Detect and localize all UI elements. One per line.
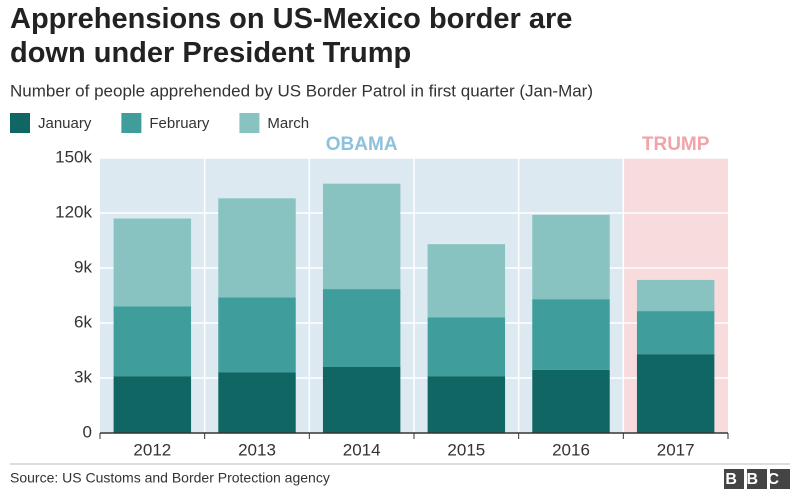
y-tick-label: 0 <box>83 422 92 441</box>
bar-segment <box>532 299 610 370</box>
y-tick-label: 3k <box>74 367 92 386</box>
bar-segment <box>636 354 715 433</box>
bar-segment <box>322 367 401 433</box>
legend-label: January <box>38 115 92 132</box>
bar-segment <box>532 214 610 300</box>
bar-segment <box>532 369 610 433</box>
bar-segment <box>218 372 296 433</box>
bar-segment <box>322 183 401 290</box>
bar-segment <box>322 289 401 367</box>
logo-text: BBC <box>725 471 788 488</box>
x-tick-label: 2014 <box>343 440 381 459</box>
bar-segment <box>636 311 715 355</box>
x-tick-label: 2016 <box>552 440 590 459</box>
bar-segment <box>218 198 296 298</box>
bar-segment <box>427 317 506 377</box>
x-tick-label: 2013 <box>238 440 276 459</box>
legend-swatch <box>10 113 30 133</box>
y-tick-label: 150k <box>55 147 92 166</box>
bar-segment <box>218 297 296 373</box>
x-tick-label: 2015 <box>447 440 485 459</box>
period-label: OBAMA <box>326 134 398 155</box>
logo: BBC <box>724 469 790 489</box>
y-tick-label: 120k <box>55 202 92 221</box>
y-tick-label: 9k <box>74 257 92 276</box>
chart-title: Apprehensions on US-Mexico border are do… <box>10 3 573 69</box>
bar-segment <box>427 376 506 433</box>
period-label: TRUMP <box>642 134 710 155</box>
y-tick-label: 6k <box>74 312 92 331</box>
legend-swatch <box>239 113 260 133</box>
x-tick-label: 2012 <box>133 440 171 459</box>
legend-swatch <box>121 113 142 133</box>
bar-segment <box>636 279 715 312</box>
bar-segment <box>113 306 192 377</box>
legend-label: March <box>267 115 309 132</box>
chart-subtitle: Number of people apprehended by US Borde… <box>10 81 593 100</box>
legend-label: February <box>149 115 210 132</box>
x-tick-label: 2017 <box>657 440 695 459</box>
bar-segment <box>113 218 192 307</box>
bar-segment <box>427 244 506 318</box>
source: Source: US Customs and Border Protection… <box>10 470 330 486</box>
bar-segment <box>113 376 192 433</box>
